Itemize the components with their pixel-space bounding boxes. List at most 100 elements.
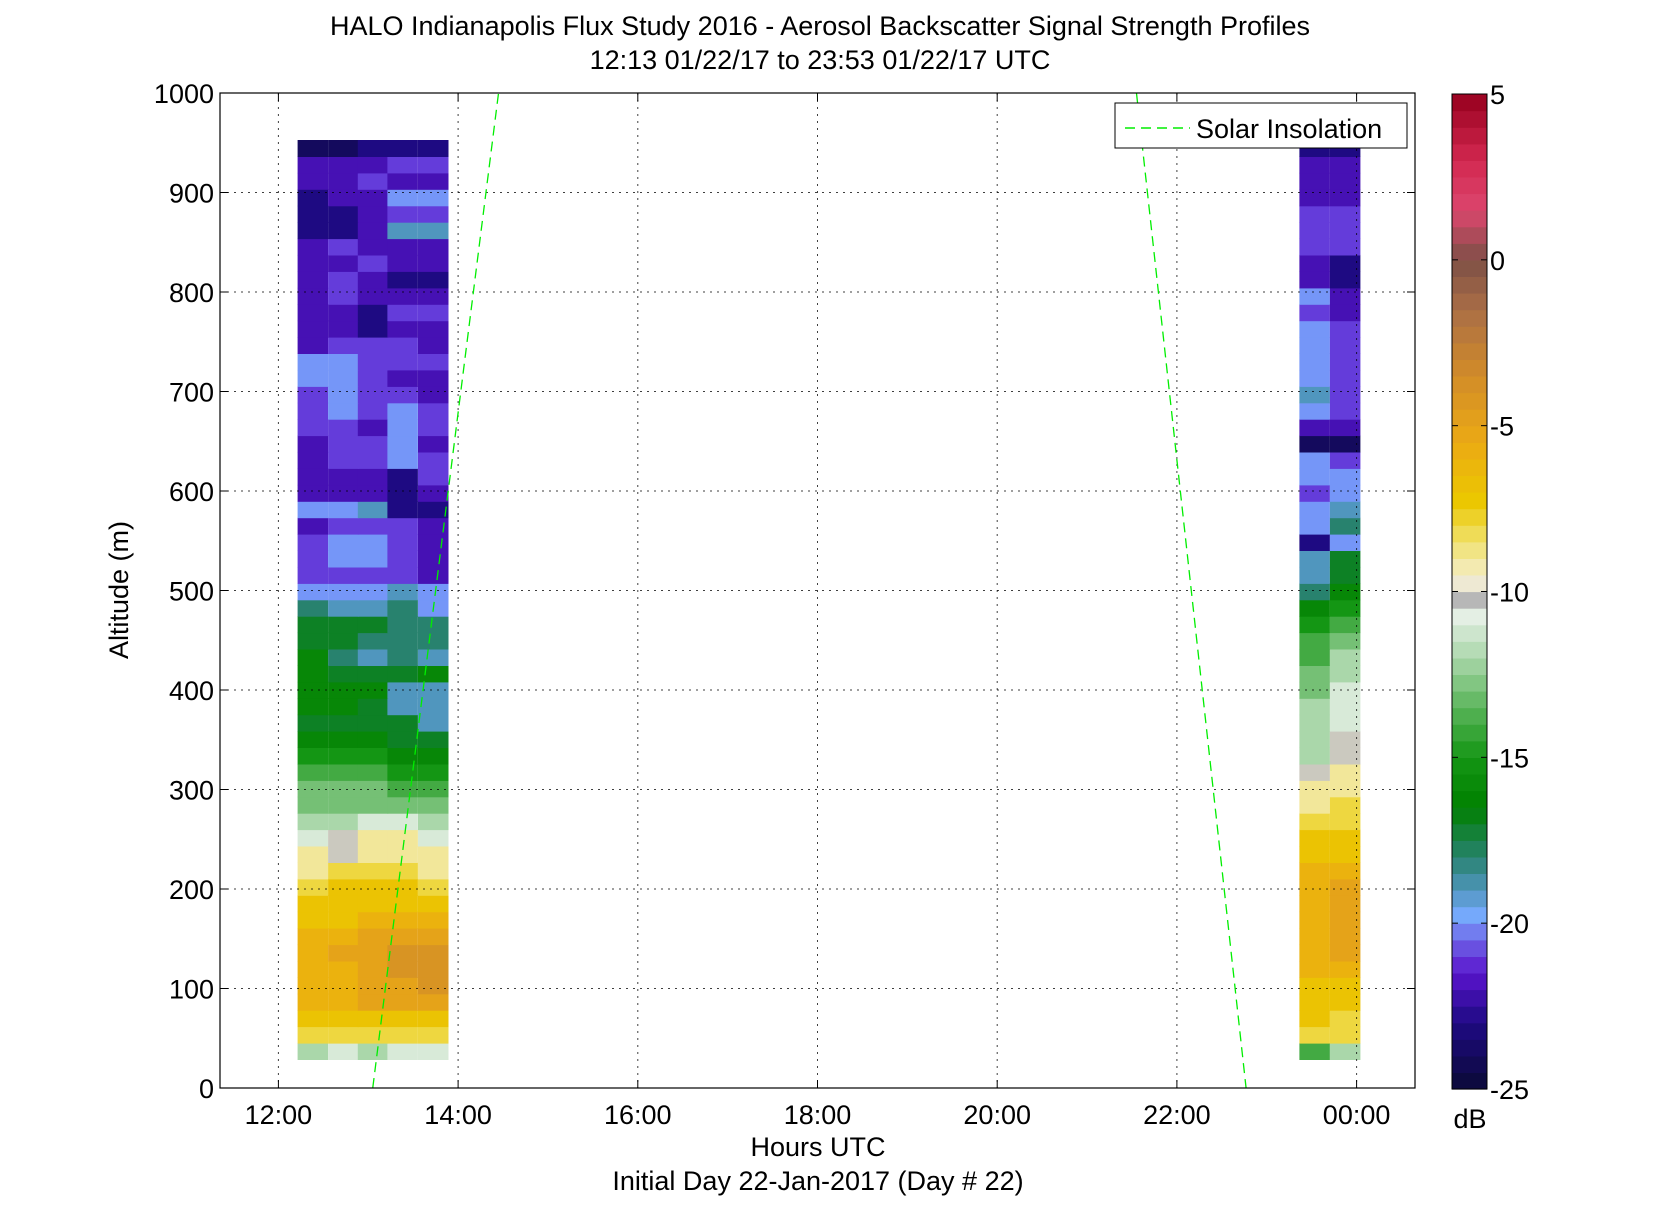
- heatmap-cell-morning: [357, 386, 389, 404]
- heatmap-cell-evening: [1299, 616, 1330, 634]
- x-tick-label: 20:00: [963, 1100, 1031, 1130]
- heatmap-cell-morning: [387, 172, 418, 190]
- heatmap-cell-evening: [1329, 681, 1361, 699]
- heatmap-cell-evening: [1329, 386, 1361, 404]
- heatmap-cell-evening: [1329, 763, 1361, 781]
- colorbar-tick-label: -15: [1490, 743, 1529, 773]
- heatmap-cell-morning: [357, 550, 389, 568]
- heatmap-cell-morning: [297, 435, 329, 453]
- heatmap-cell-morning: [387, 649, 418, 666]
- heatmap-cell-morning: [297, 566, 329, 584]
- colorbar-segment: [1452, 624, 1487, 642]
- heatmap-cell-morning: [357, 616, 389, 634]
- colorbar-segment: [1452, 1006, 1487, 1024]
- heatmap-cell-evening: [1299, 501, 1330, 519]
- colorbar-segment: [1452, 210, 1487, 228]
- heatmap-cell-morning: [357, 140, 389, 157]
- heatmap-cell-morning: [357, 747, 389, 765]
- colorbar-segment: [1452, 591, 1487, 609]
- heatmap-cell-morning: [357, 353, 389, 371]
- heatmap-cell-morning: [297, 304, 329, 322]
- heatmap-cell-morning: [297, 386, 329, 404]
- heatmap-cell-morning: [328, 665, 359, 683]
- heatmap-cell-morning: [418, 731, 449, 748]
- heatmap-cell-morning: [357, 714, 389, 732]
- colorbar-segment: [1452, 790, 1487, 808]
- colorbar-segment: [1452, 1039, 1487, 1057]
- heatmap-cell-evening: [1329, 287, 1361, 305]
- heatmap-cell-morning: [297, 714, 329, 732]
- heatmap-cell-morning: [387, 254, 418, 272]
- heatmap-cell-evening: [1329, 583, 1361, 601]
- heatmap-cell-evening: [1299, 813, 1330, 831]
- heatmap-cell-morning: [297, 583, 329, 601]
- heatmap-cell-morning: [357, 205, 389, 223]
- colorbar-segment: [1452, 691, 1487, 709]
- heatmap-cell-morning: [387, 747, 418, 765]
- heatmap-cell-evening: [1329, 550, 1361, 568]
- heatmap-cell-morning: [387, 911, 418, 929]
- heatmap-cell-morning: [357, 911, 389, 929]
- heatmap-cell-morning: [328, 156, 359, 174]
- heatmap-cell-morning: [297, 632, 329, 650]
- heatmap-cell-morning: [297, 862, 329, 880]
- heatmap-cell-morning: [297, 1043, 329, 1060]
- heatmap-cell-morning: [418, 369, 449, 387]
- colorbar-segment: [1452, 176, 1487, 195]
- colorbar-segment: [1452, 226, 1487, 244]
- heatmap-cell-morning: [418, 993, 449, 1011]
- heatmap-cell-morning: [418, 583, 449, 601]
- heatmap-cell-morning: [357, 583, 389, 601]
- colorbar-segment: [1452, 657, 1487, 675]
- heatmap-cell-evening: [1329, 156, 1361, 174]
- heatmap-cell-morning: [418, 944, 449, 962]
- heatmap-cell-evening: [1299, 222, 1330, 240]
- colorbar-tick-label: 0: [1490, 246, 1505, 276]
- heatmap-cell-evening: [1299, 484, 1330, 502]
- heatmap-cell-morning: [328, 501, 359, 519]
- heatmap-cell-morning: [387, 960, 418, 978]
- heatmap-cell-morning: [387, 878, 418, 896]
- heatmap-cell-evening: [1299, 911, 1330, 929]
- heatmap-cell-morning: [357, 451, 389, 469]
- heatmap-cell-morning: [328, 205, 359, 223]
- heatmap-cell-morning: [297, 616, 329, 634]
- heatmap-cell-morning: [418, 796, 449, 814]
- heatmap-cell-morning: [328, 468, 359, 486]
- heatmap-cell-morning: [387, 402, 418, 420]
- heatmap-cell-morning: [357, 238, 389, 256]
- heatmap-cell-morning: [328, 271, 359, 289]
- heatmap-cells: [297, 140, 1361, 1060]
- heatmap-cell-morning: [357, 960, 389, 978]
- heatmap-cell-morning: [418, 846, 449, 863]
- heatmap-cell-morning: [387, 796, 418, 814]
- heatmap-cell-morning: [328, 616, 359, 634]
- heatmap-cell-morning: [297, 780, 329, 798]
- heatmap-cell-morning: [328, 1026, 359, 1044]
- heatmap-cell-evening: [1329, 895, 1361, 913]
- heatmap-cell-morning: [357, 222, 389, 240]
- colorbar-segment: [1452, 259, 1487, 277]
- heatmap-cell-evening: [1299, 665, 1330, 683]
- heatmap-cell-morning: [297, 337, 329, 354]
- heatmap-cell-evening: [1329, 649, 1361, 666]
- heatmap-cell-morning: [357, 1043, 389, 1060]
- heatmap-cell-morning: [297, 763, 329, 781]
- heatmap-cell-morning: [357, 402, 389, 420]
- heatmap-cell-evening: [1329, 878, 1361, 896]
- colorbar-segment: [1452, 276, 1487, 294]
- heatmap-cell-morning: [387, 1043, 418, 1060]
- colorbar-segment: [1452, 923, 1487, 941]
- heatmap-cell-morning: [387, 616, 418, 634]
- colorbar-segment: [1452, 807, 1487, 825]
- chart-subtitle: 12:13 01/22/17 to 23:53 01/22/17 UTC: [590, 45, 1051, 75]
- heatmap-cell-morning: [418, 550, 449, 568]
- heatmap-cell-evening: [1299, 517, 1330, 535]
- heatmap-cell-evening: [1329, 813, 1361, 831]
- heatmap-cell-evening: [1299, 238, 1330, 256]
- y-tick-label: 500: [169, 577, 214, 607]
- heatmap-cell-morning: [328, 402, 359, 420]
- heatmap-cell-evening: [1299, 895, 1330, 913]
- heatmap-cell-evening: [1299, 862, 1330, 880]
- heatmap-cell-morning: [387, 846, 418, 863]
